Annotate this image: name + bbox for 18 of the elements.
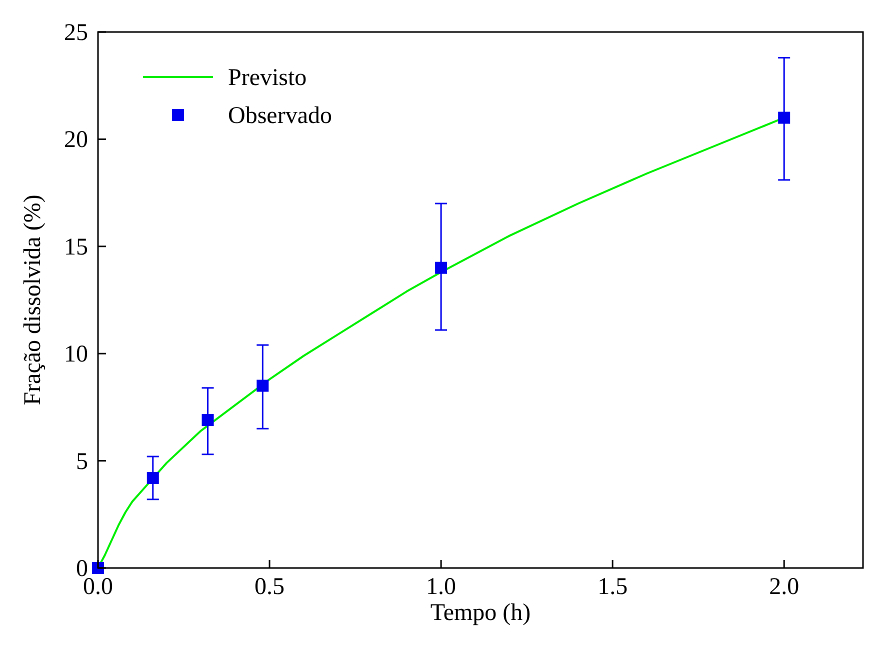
point xyxy=(146,472,159,484)
point xyxy=(256,380,269,392)
x-axis-title: Tempo (h) xyxy=(430,600,531,626)
y-tick-label: 15 xyxy=(64,234,88,260)
x-tick-label: 1.0 xyxy=(426,574,456,600)
point xyxy=(202,414,214,426)
y-tick-label: 20 xyxy=(64,127,88,154)
y-axis-title: Fração dissolvida (%) xyxy=(20,194,46,406)
x-tick-label: 2.0 xyxy=(769,574,800,600)
y-tick-label: 10 xyxy=(64,342,88,368)
point xyxy=(435,262,448,274)
y-tick-label: 25 xyxy=(64,20,88,46)
legend-label: Observado xyxy=(228,103,332,129)
x-tick-label: 0.5 xyxy=(254,574,285,600)
legend-label: Previsto xyxy=(228,65,307,91)
x-tick-label: 1.5 xyxy=(598,574,628,600)
y-tick-label: 5 xyxy=(76,448,88,475)
point xyxy=(778,112,790,124)
